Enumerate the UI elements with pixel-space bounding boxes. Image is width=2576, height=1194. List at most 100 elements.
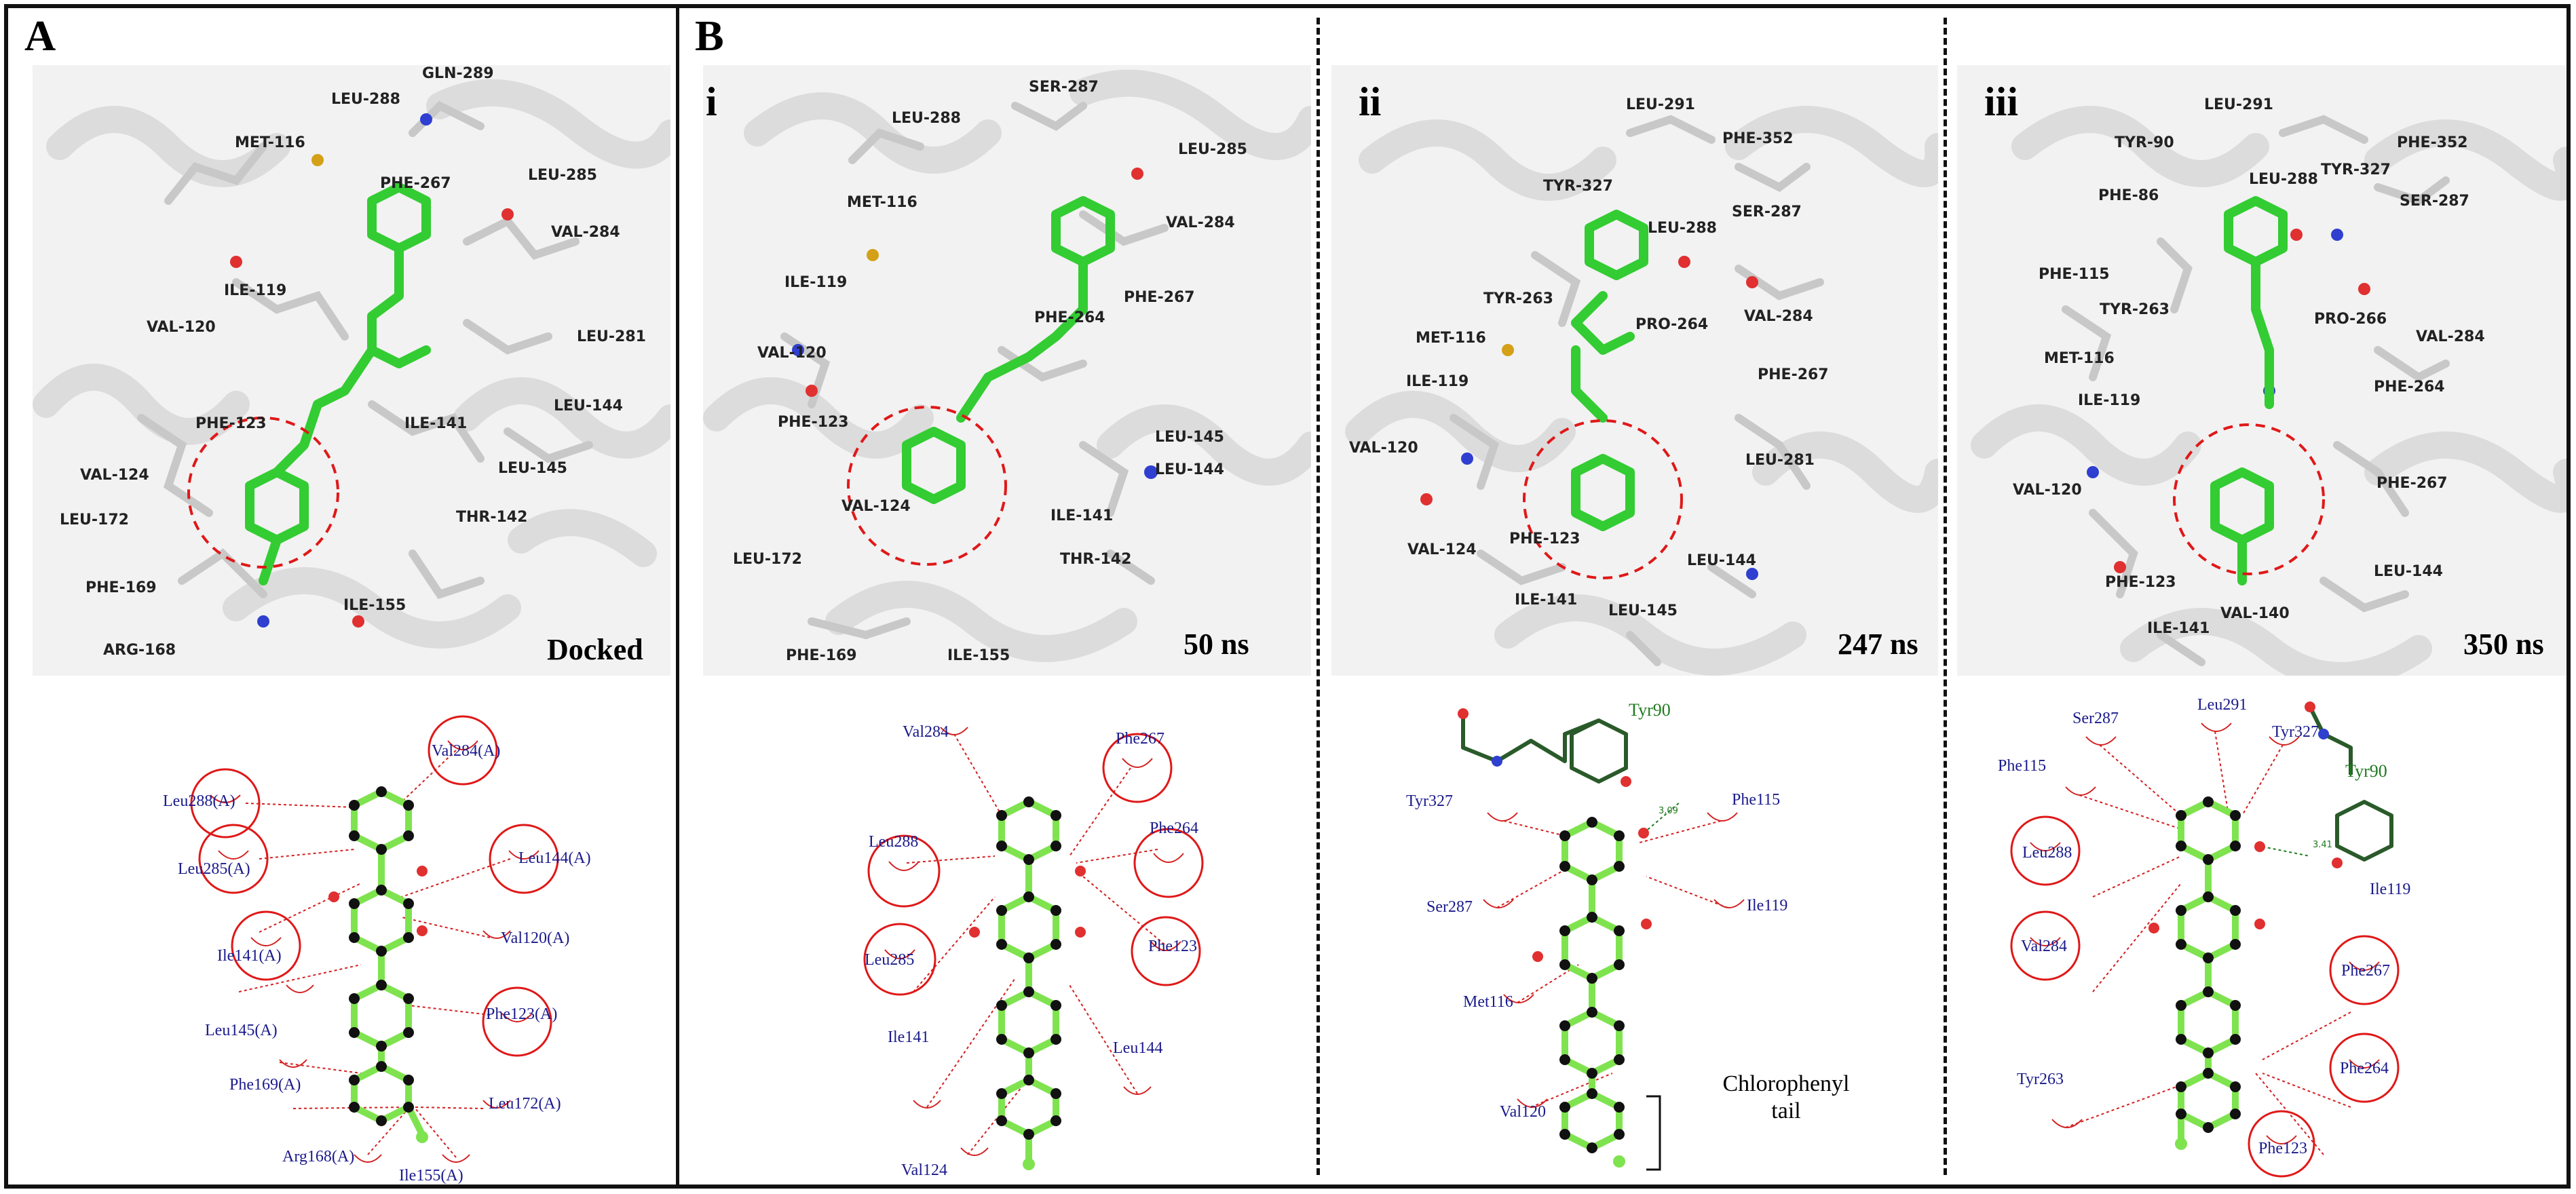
res3d-phe-267: PHE-267 bbox=[1758, 366, 1829, 383]
res2d-phe264: Phe264 bbox=[1150, 820, 1198, 837]
hydrophobic-arcs bbox=[884, 727, 1184, 1156]
res3d-phe-267: PHE-267 bbox=[1124, 289, 1195, 306]
res3d-phe-352: PHE-352 bbox=[1722, 130, 1794, 147]
res3d-val-124: VAL-124 bbox=[841, 498, 911, 515]
time-label-247ns: 247 ns bbox=[1838, 628, 1918, 661]
res2d-leu285: Leu285 bbox=[865, 951, 915, 969]
res2d-leu288: Leu288(A) bbox=[163, 792, 235, 810]
ligand-atoms bbox=[969, 796, 1086, 1170]
res2d-ser287: Ser287 bbox=[2072, 710, 2119, 727]
structure-render-247ns bbox=[1331, 65, 1938, 676]
chlorophenyl-bracket bbox=[1646, 1095, 1661, 1171]
sublabel-iii: iii bbox=[1984, 79, 2019, 124]
res3d-ile-119: ILE-119 bbox=[784, 274, 848, 291]
res3d-val-124: VAL-124 bbox=[1407, 541, 1477, 558]
res3d-ile-141: ILE-141 bbox=[2147, 620, 2210, 637]
res3d-leu-285: LEU-285 bbox=[1178, 141, 1247, 158]
res2d-phe267: Phe267 bbox=[1116, 730, 1164, 748]
res3d-phe-115: PHE-115 bbox=[2039, 266, 2110, 283]
chlorophenyl-label-line1: Chlorophenyl bbox=[1722, 1071, 1850, 1096]
ligand-atoms bbox=[1458, 708, 1652, 1168]
res2d-met116: Met116 bbox=[1463, 993, 1513, 1011]
res2d-phe115: Phe115 bbox=[1732, 791, 1781, 809]
res3d-val-120: VAL-120 bbox=[147, 319, 216, 336]
res2d-ile141: Ile141(A) bbox=[217, 947, 282, 965]
res3d-val-284: VAL-284 bbox=[551, 224, 620, 241]
res2d-arg168: Arg168(A) bbox=[282, 1148, 355, 1166]
res2d-phe123: Phe123 bbox=[1148, 938, 1197, 955]
res2d-leu172: Leu172(A) bbox=[489, 1095, 561, 1113]
chlorophenyl-label-line2: tail bbox=[1771, 1098, 1801, 1123]
res3d-ile-119: ILE-119 bbox=[1406, 373, 1469, 390]
res2d-phe123: Phe123(A) bbox=[486, 1005, 558, 1023]
res3d-val-120: VAL-120 bbox=[1349, 440, 1418, 457]
res3d-phe-86: PHE-86 bbox=[2098, 187, 2159, 204]
res3d-arg-168: ARG-168 bbox=[103, 642, 176, 659]
res3d-ile-141: ILE-141 bbox=[1050, 507, 1114, 524]
structure-render-247ns-svg bbox=[1345, 106, 1938, 676]
res2d-tyr327: Tyr327 bbox=[2272, 723, 2319, 741]
res3d-leu-288: LEU-288 bbox=[331, 91, 400, 108]
hbond-distance-247ns: 3.09 bbox=[1659, 806, 1678, 816]
res3d-leu-144: LEU-144 bbox=[1155, 461, 1224, 478]
structure-render-350ns bbox=[1957, 65, 2566, 676]
interaction-diagram-350ns bbox=[2010, 701, 2400, 1178]
hydrophobic-arcs bbox=[2030, 723, 2380, 1144]
structure-render-docked-svg bbox=[33, 79, 670, 649]
res3d-met-116: MET-116 bbox=[1416, 330, 1486, 347]
res3d-phe-267: PHE-267 bbox=[2376, 475, 2448, 492]
interaction-diagram-docked bbox=[190, 715, 559, 1163]
figure-frame: A B bbox=[4, 4, 2571, 1189]
res3d-val-120: VAL-120 bbox=[2013, 482, 2082, 499]
hbond-line bbox=[1643, 801, 1681, 834]
binding-residue-circles bbox=[863, 733, 1204, 996]
res2d-tyr327: Tyr327 bbox=[1406, 792, 1453, 810]
res3d-leu-144: LEU-144 bbox=[554, 398, 623, 415]
res2d-leu144: Leu144(A) bbox=[518, 849, 591, 867]
res2d-val284: Val284 bbox=[2021, 938, 2067, 955]
hydrophobic-contact-lines bbox=[906, 733, 1165, 1155]
res3d-met-116: MET-116 bbox=[847, 194, 917, 211]
res3d-leu-145: LEU-145 bbox=[1608, 602, 1678, 619]
hydrophobic-contact-lines bbox=[238, 750, 511, 1158]
res3d-tyr-90: TYR-90 bbox=[2115, 134, 2174, 151]
res3d-val-120: VAL-120 bbox=[757, 345, 827, 362]
res2d-leu291: Leu291 bbox=[2197, 696, 2248, 714]
res2d-val120: Val120(A) bbox=[501, 929, 570, 947]
res3d-phe-123: PHE-123 bbox=[778, 414, 849, 431]
res3d-phe-169: PHE-169 bbox=[86, 579, 157, 596]
res3d-ile-119: ILE-119 bbox=[224, 282, 287, 299]
res3d-pro-264: PRO-264 bbox=[1635, 316, 1709, 333]
res3d-leu-291: LEU-291 bbox=[2204, 96, 2273, 113]
res3d-leu-145: LEU-145 bbox=[1155, 429, 1224, 446]
panel-separator-a-b bbox=[676, 8, 679, 1185]
res2d-val284: Val284(A) bbox=[432, 742, 501, 760]
panel-separator-b-ii bbox=[1317, 18, 1320, 1175]
structure-render-350ns-svg bbox=[1971, 106, 2566, 676]
res2d-ile119: Ile119 bbox=[2370, 881, 2411, 898]
res2d-ile119: Ile119 bbox=[1747, 897, 1788, 914]
sublabel-ii: ii bbox=[1359, 79, 1382, 124]
res3d-ser-287: SER-287 bbox=[2400, 193, 2469, 210]
res3d-ile-141: ILE-141 bbox=[404, 415, 468, 432]
panel-separator-ii-iii bbox=[1944, 18, 1947, 1175]
binding-residue-circles bbox=[2010, 815, 2400, 1178]
res2d-val120: Val120 bbox=[1500, 1103, 1546, 1121]
res3d-val-284: VAL-284 bbox=[1166, 214, 1235, 231]
res2d-ser287: Ser287 bbox=[1426, 898, 1473, 916]
res2d-phe264: Phe264 bbox=[2340, 1060, 2389, 1077]
structure-render-docked bbox=[33, 65, 670, 676]
tyr90-residue bbox=[1461, 714, 1628, 784]
res3d-leu-291: LEU-291 bbox=[1626, 96, 1695, 113]
res3d-ile-119: ILE-119 bbox=[2078, 392, 2141, 409]
res3d-leu-281: LEU-281 bbox=[1745, 452, 1815, 469]
ligand-bonds bbox=[2178, 798, 2239, 1141]
res2d-tyr90: Tyr90 bbox=[1629, 700, 1671, 720]
res3d-leu-285: LEU-285 bbox=[528, 167, 597, 184]
res3d-phe-123: PHE-123 bbox=[195, 415, 267, 432]
res3d-ser-287: SER-287 bbox=[1732, 204, 1802, 220]
panel-letter-b: B bbox=[695, 12, 724, 60]
res3d-phe-267: PHE-267 bbox=[380, 175, 451, 192]
sublabel-i: i bbox=[706, 79, 717, 124]
res2d-val284: Val284 bbox=[903, 723, 949, 741]
